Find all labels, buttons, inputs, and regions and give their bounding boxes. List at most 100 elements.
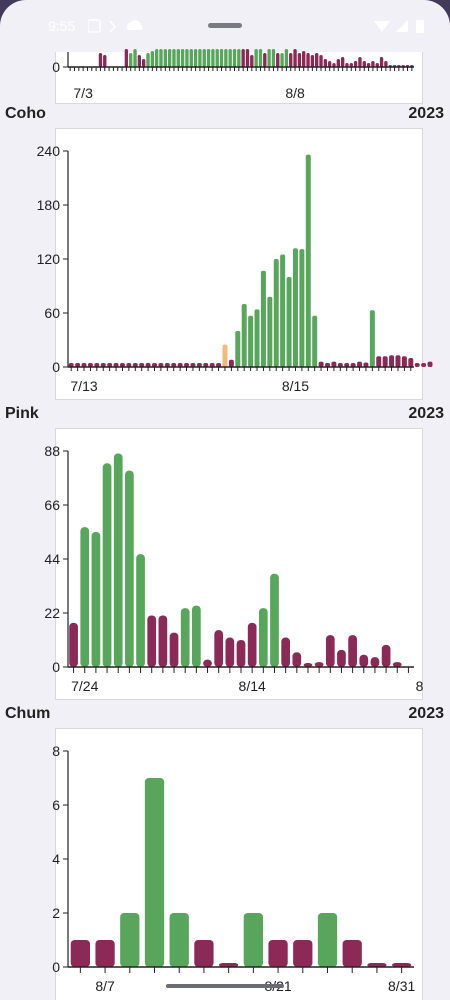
bar[interactable] xyxy=(169,913,189,967)
bar[interactable] xyxy=(215,49,219,67)
bar[interactable] xyxy=(150,51,155,67)
bar[interactable] xyxy=(369,310,375,367)
bar[interactable] xyxy=(177,363,183,367)
bar[interactable] xyxy=(113,363,119,367)
bar[interactable] xyxy=(357,361,363,367)
bar[interactable] xyxy=(286,277,292,367)
bar[interactable] xyxy=(284,49,289,67)
bar[interactable] xyxy=(219,963,239,967)
bar[interactable] xyxy=(375,63,379,67)
bar[interactable] xyxy=(289,53,293,67)
bar[interactable] xyxy=(267,49,271,67)
bar[interactable] xyxy=(167,49,172,67)
bar[interactable] xyxy=(293,940,313,967)
bar[interactable] xyxy=(113,453,123,667)
bar[interactable] xyxy=(159,49,163,67)
bar[interactable] xyxy=(362,61,366,67)
bar[interactable] xyxy=(359,654,369,667)
bar[interactable] xyxy=(414,363,420,367)
home-indicator[interactable] xyxy=(166,984,284,988)
bar[interactable] xyxy=(260,270,266,367)
bar[interactable] xyxy=(392,662,402,667)
bar[interactable] xyxy=(248,315,254,367)
bar[interactable] xyxy=(263,53,267,67)
bar[interactable] xyxy=(315,53,319,67)
bar[interactable] xyxy=(211,49,215,67)
bar[interactable] xyxy=(171,363,177,367)
bar[interactable] xyxy=(133,49,137,67)
bar[interactable] xyxy=(202,49,206,67)
bar[interactable] xyxy=(332,63,336,67)
bar[interactable] xyxy=(254,309,260,367)
bar[interactable] xyxy=(270,573,279,667)
bar[interactable] xyxy=(276,53,280,67)
bar[interactable] xyxy=(193,49,198,67)
bar[interactable] xyxy=(70,940,90,967)
bar[interactable] xyxy=(302,51,306,67)
bar[interactable] xyxy=(337,363,343,367)
bar[interactable] xyxy=(306,53,310,67)
bar[interactable] xyxy=(180,49,185,67)
bar[interactable] xyxy=(366,63,371,67)
bar[interactable] xyxy=(75,363,81,367)
bar[interactable] xyxy=(314,662,324,667)
bar[interactable] xyxy=(319,55,323,67)
bar[interactable] xyxy=(268,940,288,967)
bar[interactable] xyxy=(120,913,140,967)
bar[interactable] xyxy=(232,49,237,67)
bar[interactable] xyxy=(222,344,228,368)
bar[interactable] xyxy=(100,363,106,367)
bar[interactable] xyxy=(245,49,250,67)
bar[interactable] xyxy=(293,49,297,67)
bar[interactable] xyxy=(292,652,302,667)
bar[interactable] xyxy=(353,61,358,67)
bar[interactable] xyxy=(139,363,145,367)
bar[interactable] xyxy=(345,63,349,67)
bar[interactable] xyxy=(158,615,168,667)
bar[interactable] xyxy=(225,637,235,667)
bar[interactable] xyxy=(228,49,232,67)
bar[interactable] xyxy=(331,361,337,367)
bar[interactable] xyxy=(198,49,202,67)
bar[interactable] xyxy=(228,359,234,367)
bar[interactable] xyxy=(142,59,146,67)
bar[interactable] xyxy=(303,663,313,667)
bar[interactable] xyxy=(280,254,286,368)
bar[interactable] xyxy=(192,605,201,667)
bar[interactable] xyxy=(214,630,224,667)
bar[interactable] xyxy=(94,363,100,367)
bar[interactable] xyxy=(243,913,263,967)
bar[interactable] xyxy=(349,63,353,67)
bar[interactable] xyxy=(363,362,369,368)
bar[interactable] xyxy=(154,49,159,67)
bar[interactable] xyxy=(258,49,263,67)
bar[interactable] xyxy=(323,59,328,67)
bar[interactable] xyxy=(392,963,412,967)
bar[interactable] xyxy=(69,622,78,667)
bar[interactable] xyxy=(95,940,115,967)
bar[interactable] xyxy=(176,49,180,67)
bar[interactable] xyxy=(137,55,142,67)
bar[interactable] xyxy=(389,355,395,367)
bar[interactable] xyxy=(194,940,214,967)
bar[interactable] xyxy=(164,363,170,367)
bar[interactable] xyxy=(235,331,241,367)
bar[interactable] xyxy=(87,363,93,367)
bar[interactable] xyxy=(126,363,132,367)
bar[interactable] xyxy=(382,356,388,367)
bar[interactable] xyxy=(348,635,357,667)
bar[interactable] xyxy=(273,259,279,367)
bar[interactable] xyxy=(124,49,129,67)
bar[interactable] xyxy=(80,527,90,667)
bar[interactable] xyxy=(180,608,190,667)
bar[interactable] xyxy=(132,363,138,367)
bar[interactable] xyxy=(206,49,211,67)
bar[interactable] xyxy=(344,363,350,367)
bar[interactable] xyxy=(299,249,305,367)
bar[interactable] xyxy=(185,49,189,67)
bar[interactable] xyxy=(267,296,273,367)
bar[interactable] xyxy=(337,649,346,667)
bar[interactable] xyxy=(184,363,190,367)
bar[interactable] xyxy=(189,49,193,67)
bar[interactable] xyxy=(327,61,332,67)
